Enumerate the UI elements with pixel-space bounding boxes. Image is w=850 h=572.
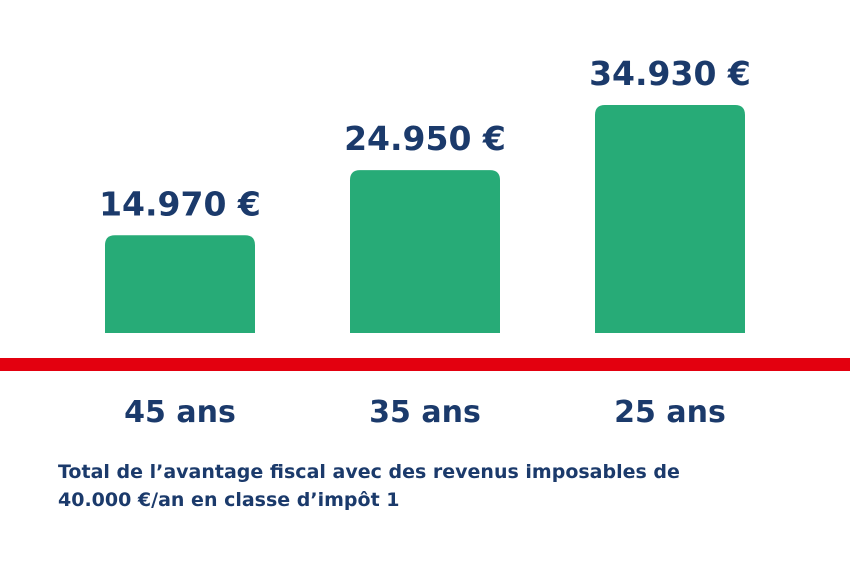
bar-2 — [350, 170, 500, 333]
bar-3 — [595, 105, 745, 333]
baseline-axis — [0, 358, 850, 371]
category-label-1: 45 ans — [124, 395, 236, 430]
value-label-3: 34.930 € — [589, 54, 751, 93]
caption-line-1: Total de l’avantage fiscal avec des reve… — [58, 461, 680, 483]
caption-line-2: 40.000 €/an en classe d’impôt 1 — [58, 489, 400, 511]
category-label-2: 35 ans — [369, 395, 481, 430]
value-label-1: 14.970 € — [99, 184, 261, 223]
labels-layer: 14.970 € 24.950 € 34.930 € — [99, 54, 751, 223]
bar-1 — [105, 235, 255, 333]
bars-layer — [105, 105, 745, 333]
category-labels: 45 ans 35 ans 25 ans — [124, 395, 726, 430]
value-label-2: 24.950 € — [344, 119, 506, 158]
category-label-3: 25 ans — [614, 395, 726, 430]
chart-caption: Total de l’avantage fiscal avec des reve… — [58, 458, 818, 514]
